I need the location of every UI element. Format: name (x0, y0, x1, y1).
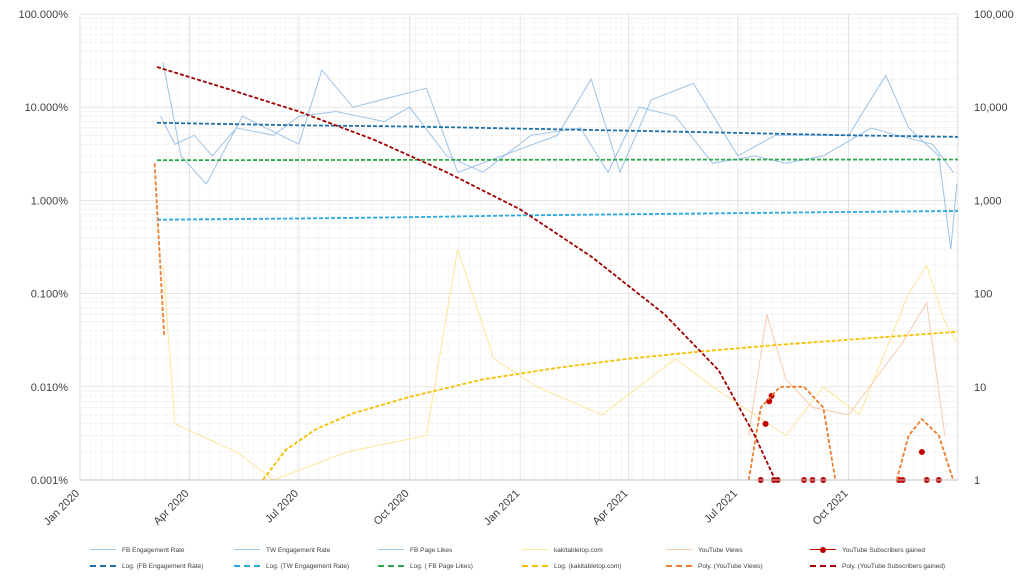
trendline-10 (153, 163, 166, 337)
legend-item-tw-engagement: TW Engagement Rate (234, 546, 378, 554)
legend-item-poly-youtube-subs: Poly. (YouTube Subscribers gained) (810, 562, 954, 570)
legend-row-2: Log. (FB Engagement Rate) Log. (TW Engag… (90, 558, 990, 574)
legend-swatch-youtube-subs (810, 546, 836, 554)
legend-swatch-poly-youtube-subs (810, 562, 836, 570)
subscriber-point (762, 420, 769, 427)
right-axis-tick-label: 1 (974, 475, 980, 487)
legend-label: Log. (TW Engagement Rate) (266, 562, 350, 570)
legend: FB Engagement Rate TW Engagement Rate FB… (90, 542, 990, 574)
right-axis-tick-label: 100,000 (974, 9, 1014, 21)
right-axis-tick-label: 100 (974, 289, 992, 301)
legend-swatch-fb-engagement (90, 546, 116, 554)
series-line-4 (748, 301, 946, 436)
left-axis-tick-label: 1.000% (31, 195, 69, 207)
legend-label: FB Engagement Rate (122, 546, 185, 554)
series-line-0 (160, 106, 954, 174)
legend-swatch-fb-page-likes (378, 546, 404, 554)
series-line-3 (162, 248, 958, 481)
subscriber-point (918, 448, 925, 455)
left-axis-tick-label: 0.001% (31, 475, 69, 487)
plot-gridlines (79, 13, 959, 481)
left-axis-tick-label: 0.100% (31, 289, 69, 301)
trendline-7 (156, 210, 959, 221)
series-layer (153, 62, 959, 483)
x-axis-tick-label: Jul 2020 (263, 488, 301, 526)
subscriber-point (766, 398, 773, 405)
legend-label: YouTube Subscribers gained (842, 546, 925, 554)
legend-label: YouTube Views (698, 546, 743, 554)
legend-swatch-log-fb-page-likes (378, 562, 404, 570)
legend-row-1: FB Engagement Rate TW Engagement Rate FB… (90, 542, 990, 558)
legend-label: Log. (kakitabletop.com) (554, 562, 622, 570)
trendline-9 (262, 330, 959, 481)
trendline-10 (747, 385, 837, 481)
legend-item-fb-engagement: FB Engagement Rate (90, 546, 234, 554)
legend-label: kakitabletop.com (554, 546, 603, 554)
x-axis-tick-label: Apr 2020 (152, 488, 192, 528)
right-axis-tick-label: 10,000 (974, 102, 1008, 114)
x-axis-tick-label: Jan 2020 (42, 488, 82, 528)
legend-item-youtube-views: YouTube Views (666, 546, 810, 554)
legend-label: Poly. (YouTube Views) (698, 562, 763, 570)
legend-label: Poly. (YouTube Subscribers gained) (842, 562, 946, 570)
legend-item-fb-page-likes: FB Page Likes (378, 546, 522, 554)
legend-item-youtube-subs: YouTube Subscribers gained (810, 546, 954, 554)
legend-swatch-log-tw-engagement (234, 562, 260, 570)
x-axis-tick-label: Apr 2021 (591, 488, 631, 528)
legend-item-poly-youtube-views: Poly. (YouTube Views) (666, 562, 810, 570)
legend-swatch-website (522, 546, 548, 554)
legend-item-log-website: Log. (kakitabletop.com) (522, 562, 666, 570)
legend-item-log-fb-engagement: Log. (FB Engagement Rate) (90, 562, 234, 570)
x-axis-tick-label: Jan 2021 (482, 488, 522, 528)
legend-item-log-fb-page-likes: Log. ( FB Page Likes) (378, 562, 522, 570)
legend-swatch-poly-youtube-views (666, 562, 692, 570)
right-axis-tick-label: 10 (974, 382, 986, 394)
legend-swatch-log-website (522, 562, 548, 570)
legend-label: TW Engagement Rate (266, 546, 331, 554)
legend-swatch-log-fb-engagement (90, 562, 116, 570)
trendline-8 (156, 158, 959, 162)
legend-swatch-youtube-views (666, 546, 692, 554)
trendline-10 (895, 417, 955, 481)
legend-label: FB Page Likes (410, 546, 453, 554)
x-axis-tick-label: Jul 2021 (702, 488, 740, 526)
youtube-subscribers-markers (757, 392, 942, 483)
trendline-6 (156, 121, 959, 138)
series-line-1 (162, 62, 958, 250)
x-axis-tick-label: Oct 2020 (372, 488, 412, 528)
left-axis-tick-label: 0.010% (31, 382, 69, 394)
legend-label: Log. ( FB Page Likes) (410, 562, 473, 570)
right-axis-tick-label: 1,000 (974, 195, 1002, 207)
x-axis-tick-label: Oct 2021 (811, 488, 851, 528)
legend-item-website: kakitabletop.com (522, 546, 666, 554)
legend-item-log-tw-engagement: Log. (TW Engagement Rate) (234, 562, 378, 570)
legend-label: Log. (FB Engagement Rate) (122, 562, 204, 570)
legend-swatch-tw-engagement (234, 546, 260, 554)
trendline-11 (156, 66, 777, 481)
left-axis-tick-label: 10.000% (25, 102, 69, 114)
left-axis-tick-label: 100.000% (18, 9, 68, 21)
